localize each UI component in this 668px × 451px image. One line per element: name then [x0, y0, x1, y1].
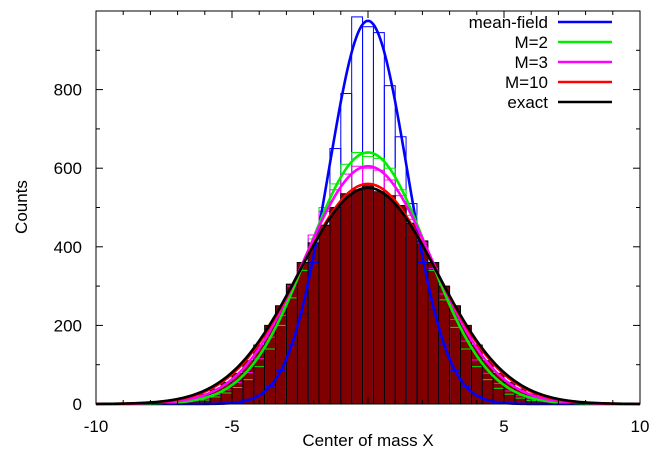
y-tick-label: 0	[73, 395, 82, 414]
filled-bar	[307, 242, 320, 405]
legend-label: M=10	[505, 73, 548, 92]
y-axis-label: Counts	[12, 180, 31, 234]
filled-bar	[340, 193, 352, 405]
filled-bar	[318, 224, 331, 405]
filled-bar	[416, 240, 429, 405]
x-tick-label: 5	[499, 417, 508, 436]
filled-bar	[427, 262, 440, 405]
filled-bar	[394, 205, 407, 405]
filled-bar	[275, 305, 287, 405]
x-tick-label: 10	[631, 417, 650, 436]
filled-bar	[449, 305, 461, 405]
legend-label: mean-field	[469, 13, 548, 32]
tick-labels: -10 -5 5 10 0 200 400 600 800	[54, 81, 650, 436]
filled-bar	[329, 207, 342, 405]
x-tick-label: -5	[224, 417, 239, 436]
filled-bar	[296, 262, 309, 405]
curve-line	[95, 186, 641, 406]
filled-bar	[362, 185, 374, 405]
y-tick-label: 200	[54, 316, 82, 335]
legend-label: exact	[507, 93, 548, 112]
y-tick-label: 400	[54, 238, 82, 257]
filled-bar	[384, 195, 396, 405]
x-tick-label: -10	[84, 417, 109, 436]
filled-bar	[351, 189, 363, 405]
y-tick-label: 600	[54, 159, 82, 178]
legend-label: M=2	[514, 33, 548, 52]
x-axis-label: Center of mass X	[302, 431, 433, 450]
legend-label: M=3	[514, 53, 548, 72]
axis-ticks	[95, 10, 641, 405]
y-tick-label: 800	[54, 81, 82, 100]
filled-bar	[373, 191, 385, 405]
filled-bar	[405, 222, 418, 405]
curve-line	[96, 151, 640, 406]
curve-line	[96, 164, 640, 406]
